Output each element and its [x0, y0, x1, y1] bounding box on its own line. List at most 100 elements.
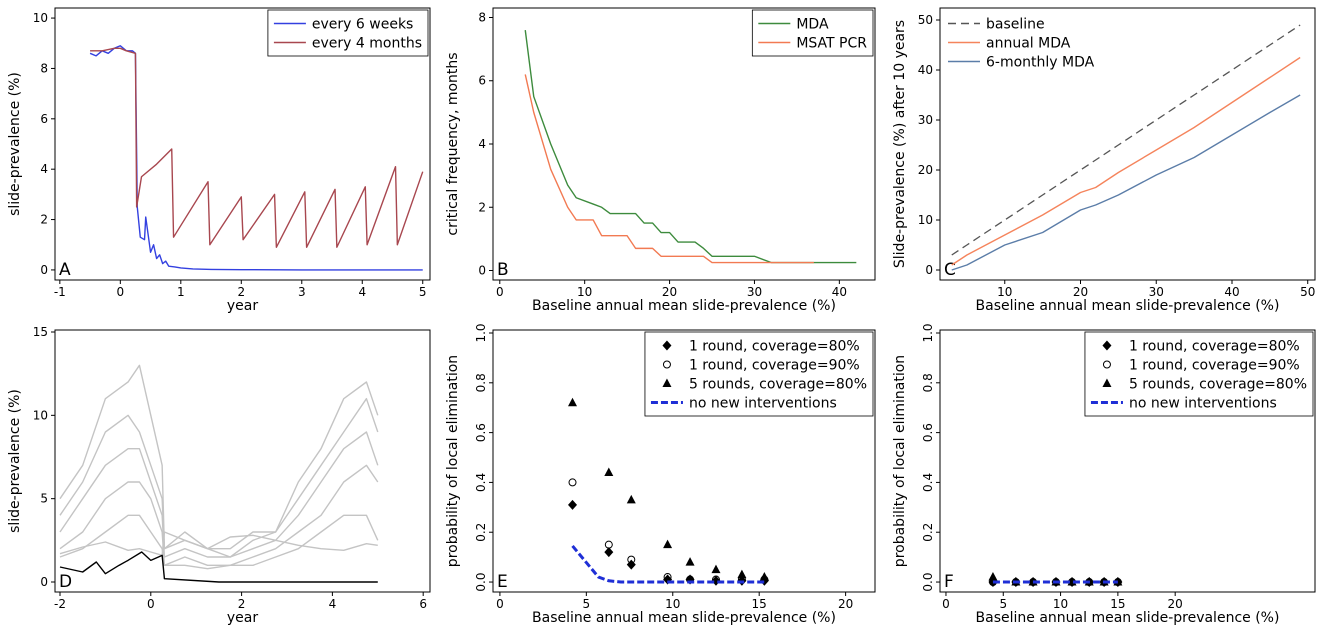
- y-tick-label: 8: [40, 61, 48, 75]
- x-tick-label: 5: [419, 285, 427, 299]
- x-tick-label: 15: [1110, 597, 1125, 611]
- legend-frame: [644, 331, 874, 417]
- y-axis-label: slide-prevalence (%): [7, 389, 23, 533]
- legend-label: no new interventions: [689, 396, 837, 412]
- legend-label: every 6 weeks: [312, 17, 413, 33]
- x-axis-label: year: [227, 298, 258, 314]
- y-tick-label: 50: [918, 13, 933, 27]
- legend-label: baseline: [986, 17, 1045, 33]
- legend-label: 1 round, coverage=80%: [1129, 339, 1300, 355]
- series-line: [59, 397, 379, 558]
- chart-panel: 10 20 30 40 50 0 10 20 30 40 50 Baseline annual mea…: [892, 7, 1316, 314]
- marker: [662, 340, 672, 351]
- marker: [627, 555, 636, 564]
- chart-panel: 0 5 10 15 20 0.0 0.2 0.4 0.6 0.8 1.0 Baseline annua…: [892, 323, 1316, 626]
- series-line: [59, 514, 379, 570]
- plot-frame: [492, 329, 876, 593]
- legend-label: every 4 months: [312, 36, 422, 52]
- chart-panel: -1 0 1 2 3 4 5 0 2 4 6 8 10 year slide-prevalence (%) A…: [7, 7, 431, 314]
- panel-letter: F: [944, 572, 954, 592]
- x-tick-label: 0: [496, 597, 504, 611]
- panel-letter: C: [944, 260, 956, 280]
- marker: [1102, 340, 1112, 351]
- x-axis-label: Baseline annual mean slide-prevalence (%…: [532, 610, 836, 626]
- x-tick-label: 40: [832, 285, 847, 299]
- y-tick-label: 0.4: [921, 473, 935, 492]
- y-axis-label: slide-prevalence (%): [7, 72, 23, 216]
- x-tick-label: 30: [1149, 285, 1164, 299]
- legend-label: 5 rounds, coverage=80%: [689, 377, 867, 393]
- y-axis-label: Slide-prevalence (%) after 10 years: [892, 20, 908, 268]
- marker: [568, 397, 578, 407]
- marker: [604, 547, 614, 558]
- y-tick-label: 2: [40, 213, 48, 227]
- y-tick-label: 0.8: [921, 373, 935, 392]
- series-line: [951, 56, 1301, 266]
- y-tick-label: 20: [918, 163, 933, 177]
- y-tick-label: 6: [40, 112, 48, 126]
- legend-label: 1 round, coverage=90%: [1129, 358, 1300, 374]
- panel-letter: E: [497, 572, 508, 592]
- y-tick-label: 10: [33, 11, 48, 25]
- x-tick-label: 2: [237, 285, 245, 299]
- y-axis-label: critical frequency, months: [445, 52, 461, 235]
- chart-panel: 0 5 10 15 20 0.0 0.2 0.4 0.6 0.8 1.0 Baseline annua…: [445, 323, 876, 626]
- legend-frame: [267, 9, 429, 57]
- x-tick-label: 20: [838, 597, 853, 611]
- legend-frame: [751, 9, 874, 57]
- x-tick-label: 0: [147, 597, 155, 611]
- x-tick-label: 15: [752, 597, 767, 611]
- marker: [759, 572, 769, 581]
- legend-label: 1 round, coverage=80%: [689, 339, 860, 355]
- y-tick-label: 10: [33, 408, 48, 422]
- legend-label: MSAT PCR: [796, 36, 867, 52]
- panel-letter: A: [59, 260, 71, 280]
- chart-panel: -2 0 2 4 6 0 5 10 15 year slide-prevalence (%) D: [7, 325, 431, 626]
- y-tick-label: 0.6: [474, 423, 488, 442]
- y-tick-label: 0.8: [474, 373, 488, 392]
- x-tick-label: 4: [329, 597, 337, 611]
- series-line: [59, 364, 379, 550]
- x-tick-label: 4: [358, 285, 366, 299]
- y-tick-label: 30: [918, 113, 933, 127]
- series-line: [90, 47, 424, 248]
- marker: [711, 575, 720, 584]
- y-tick-label: 4: [40, 162, 48, 176]
- plot-frame: [939, 7, 1316, 281]
- x-tick-label: 1: [177, 285, 185, 299]
- legend-label: 6-monthly MDA: [986, 55, 1095, 71]
- y-tick-label: 0.4: [474, 473, 488, 492]
- plot-frame: [939, 329, 1316, 593]
- legend: 1 round, coverage=80% 1 round, coverage=9…: [1084, 331, 1314, 417]
- marker: [737, 569, 747, 579]
- x-axis-label: Baseline annual mean slide-prevalence (%…: [976, 610, 1280, 626]
- y-tick-label: 2: [478, 200, 486, 214]
- plot-frame: [54, 329, 431, 593]
- plot-frame: [54, 7, 431, 281]
- x-tick-label: 0: [942, 597, 950, 611]
- x-tick-label: 10: [1053, 597, 1068, 611]
- y-tick-label: 0.2: [921, 523, 935, 542]
- y-tick-label: 0: [478, 264, 486, 278]
- panel-letter: D: [59, 572, 72, 592]
- x-tick-label: 6: [419, 597, 427, 611]
- marker: [568, 499, 578, 510]
- series-line: [524, 74, 814, 264]
- y-tick-label: 5: [40, 492, 48, 506]
- marker: [663, 539, 673, 549]
- legend: 1 round, coverage=80% 1 round, coverage=9…: [644, 331, 874, 417]
- y-axis-label: probability of local elimination: [892, 355, 908, 567]
- series-line: [951, 24, 1301, 256]
- marker: [662, 360, 671, 369]
- x-tick-label: 5: [583, 597, 591, 611]
- y-tick-label: 10: [918, 213, 933, 227]
- series-line: [951, 94, 1301, 271]
- x-tick-label: 0: [496, 285, 504, 299]
- marker: [988, 572, 998, 581]
- legend-label: 1 round, coverage=90%: [689, 358, 860, 374]
- legend-label: annual MDA: [986, 36, 1071, 52]
- series-line: [59, 531, 378, 557]
- marker: [711, 564, 721, 574]
- marker: [662, 378, 672, 387]
